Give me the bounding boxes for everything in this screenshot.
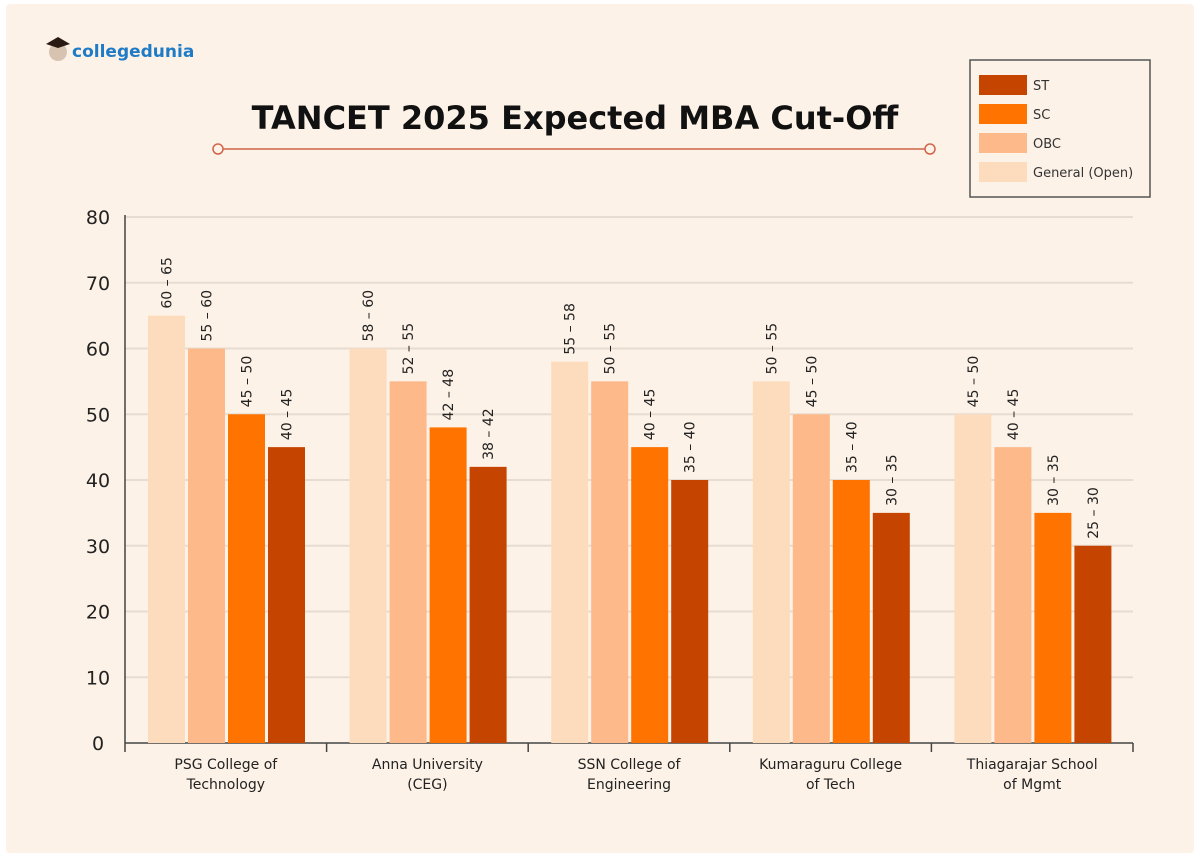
y-tick-label: 30: [86, 536, 110, 558]
bar-data-label: 25 – 30: [1086, 487, 1102, 539]
bar-st: [671, 480, 709, 743]
legend: ST SC OBC General (Open): [969, 59, 1151, 198]
y-tick-label: 60: [86, 339, 110, 361]
x-category-label: (CEG): [407, 777, 447, 793]
bar-data-label: 55 – 58: [563, 303, 579, 355]
bar-obc: [792, 414, 830, 743]
collegedunia-logo: collegedunia: [46, 37, 194, 62]
bar-data-label: 42 – 48: [441, 369, 457, 421]
bar-obc: [994, 447, 1032, 743]
y-tick-label: 10: [86, 667, 110, 689]
bar-st: [1074, 545, 1112, 743]
bar-data-label: 45 – 50: [240, 356, 256, 408]
bar-sc: [228, 414, 265, 743]
bar-obc: [389, 381, 427, 743]
bar-general-open: [349, 348, 387, 743]
legend-label: SC: [1033, 108, 1050, 123]
bar-sc: [631, 447, 669, 743]
x-category-label: Technology: [186, 777, 265, 793]
bar-st: [469, 466, 507, 743]
x-category-label: Engineering: [587, 777, 671, 793]
bar-st: [268, 447, 305, 743]
bar-data-label: 60 – 65: [160, 257, 176, 309]
legend-swatch: [979, 104, 1027, 124]
bar-data-label: 50 – 55: [764, 323, 780, 375]
bar-data-label: 35 – 40: [683, 421, 699, 473]
x-category-label: Kumaraguru College: [759, 757, 902, 773]
y-tick-label: 40: [86, 470, 110, 492]
bar-general-open: [954, 414, 992, 743]
chart-title: TANCET 2025 Expected MBA Cut-Off: [252, 99, 900, 137]
y-tick-label: 0: [92, 733, 104, 755]
x-category-label: Anna University: [372, 757, 483, 773]
bar-sc: [832, 480, 870, 743]
bar-general-open: [148, 315, 185, 743]
bar-data-label: 30 – 35: [1046, 454, 1062, 506]
x-category-label: SSN College of: [578, 757, 682, 773]
y-tick-label: 50: [86, 404, 110, 426]
logo-mascot-icon: [49, 43, 67, 61]
y-tick-label: 70: [86, 273, 110, 295]
x-category-label: of Tech: [806, 777, 855, 793]
bar-data-label: 50 – 55: [603, 323, 619, 375]
y-tick-label: 80: [86, 207, 110, 229]
bar-obc: [591, 381, 629, 743]
bar-data-label: 40 – 45: [1006, 389, 1022, 441]
bar-obc: [188, 348, 225, 743]
bar-general-open: [551, 361, 589, 743]
legend-swatch: [979, 75, 1027, 95]
logo-text: collegedunia: [72, 42, 194, 62]
bar-data-label: 55 – 60: [200, 290, 216, 342]
legend-swatch: [979, 133, 1027, 153]
bar-data-label: 40 – 45: [280, 389, 296, 441]
x-category-label: PSG College of: [174, 757, 278, 773]
bar-data-label: 52 – 55: [401, 323, 417, 375]
bar-data-label: 45 – 50: [966, 356, 982, 408]
x-category-label: Thiagarajar School: [966, 757, 1098, 773]
title-underline: [212, 143, 936, 155]
legend-label: ST: [1033, 79, 1049, 94]
bar-data-label: 45 – 50: [804, 356, 820, 408]
bar-sc: [429, 427, 467, 743]
bar-data-label: 58 – 60: [361, 290, 377, 342]
x-category-label: of Mgmt: [1003, 777, 1062, 793]
legend-swatch: [979, 162, 1027, 182]
legend-label: OBC: [1033, 137, 1061, 152]
bar-data-label: 38 – 42: [481, 408, 497, 460]
bar-sc: [1034, 512, 1072, 743]
y-tick-label: 20: [86, 602, 110, 624]
bar-data-label: 30 – 35: [884, 454, 900, 506]
bar-data-label: 40 – 45: [643, 389, 659, 441]
bar-data-label: 35 – 40: [844, 421, 860, 473]
bar-st: [872, 512, 910, 743]
bar-general-open: [752, 381, 790, 743]
legend-label: General (Open): [1033, 166, 1133, 181]
